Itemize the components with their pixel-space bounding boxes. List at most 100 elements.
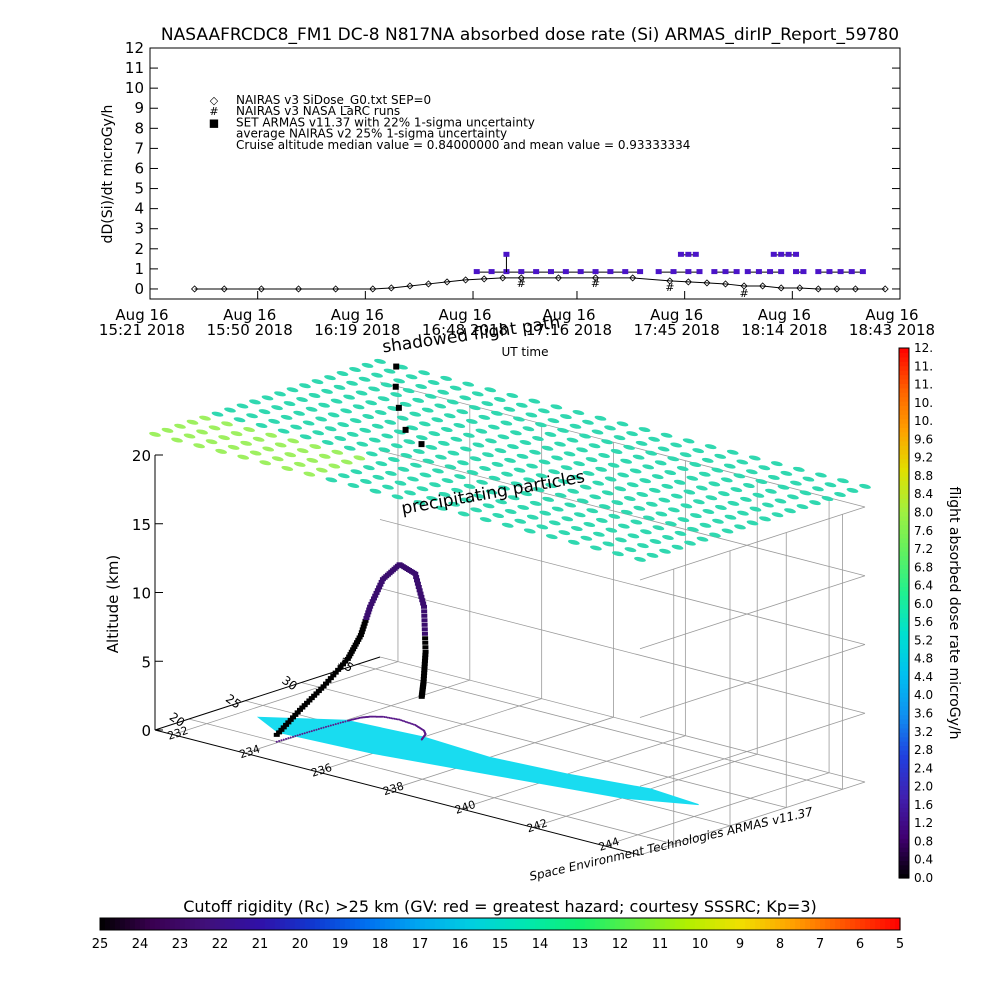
rigidity-surface-cell	[343, 445, 356, 451]
rigidity-surface-cell	[468, 405, 481, 411]
rigidity-colorbar-tick-label: 12	[612, 937, 629, 952]
rigidity-surface-cell	[692, 499, 705, 505]
rigidity-surface-cell	[834, 491, 846, 497]
rigidity-colorbar-cell	[390, 918, 396, 930]
rigidity-surface-cell	[576, 498, 589, 504]
flight-path-point	[356, 635, 363, 640]
rigidity-colorbar-cell	[770, 918, 776, 930]
dose-colorbar-cell	[899, 829, 909, 835]
flight-path-point	[421, 622, 428, 627]
rigidity-surface-cell	[787, 494, 799, 500]
rigidity-surface-cell	[674, 530, 687, 536]
rigidity-surface-cell	[460, 497, 473, 503]
rigidity-colorbar-cell	[375, 918, 381, 930]
armas-point	[685, 251, 692, 257]
dose-colorbar-cell	[899, 732, 909, 738]
rigidity-colorbar-cell	[130, 918, 136, 930]
flight-path-point	[365, 610, 372, 615]
rigidity-surface-cell	[349, 418, 362, 424]
dose-colorbar-cell	[899, 586, 909, 592]
dose-colorbar-cell	[899, 604, 909, 610]
rigidity-surface-cell	[671, 544, 684, 550]
rigidity-surface-cell	[186, 419, 199, 425]
rigidity-surface-cell	[440, 375, 453, 381]
flight-ground-track-point	[398, 718, 401, 721]
altitude-tick-label: 10	[132, 585, 151, 603]
dose-colorbar-tick-label: 8.0	[914, 505, 933, 519]
rigidity-surface-cell	[358, 376, 371, 382]
floor-grid-line	[316, 698, 542, 773]
rigidity-surface-cell	[463, 483, 476, 489]
armas-point	[793, 269, 800, 275]
rigidity-surface-cell	[582, 470, 595, 476]
rigidity-surface-cell	[243, 427, 255, 433]
longitude-tick-label: 236	[310, 761, 334, 780]
rigidity-surface-cell	[268, 418, 280, 424]
dose-colorbar-cell	[899, 648, 909, 654]
rigidity-surface-cell	[642, 515, 655, 521]
flight-ground-track-point	[275, 740, 278, 743]
dose-x-tick-label: 17:16 2018	[526, 321, 612, 339]
rigidity-surface-cell	[447, 450, 460, 456]
dose-colorbar-cell	[899, 683, 909, 689]
rigidity-surface-cell	[402, 388, 415, 394]
rigidity-colorbar-cell	[645, 918, 651, 930]
dose-colorbar-cell	[899, 582, 909, 588]
rigidity-surface-cell	[777, 484, 790, 490]
flight-ground-track-point	[324, 725, 327, 728]
rigidity-surface-cell	[321, 388, 333, 394]
rigidity-surface-cell	[372, 474, 385, 480]
side-wall-grid-line	[639, 506, 866, 581]
flight-path-point	[378, 579, 385, 584]
armas-spike-point	[503, 251, 510, 257]
floor-grid-line	[301, 682, 787, 808]
rigidity-surface-cell	[513, 467, 526, 473]
rigidity-surface-cell	[449, 385, 462, 391]
dose-y-tick-label: 11	[125, 59, 144, 77]
dose-colorbar-tick-label: 11.	[914, 359, 933, 373]
rigidity-colorbar-tick-label: 13	[572, 937, 589, 952]
dose-colorbar-cell	[899, 370, 909, 376]
rigidity-surface-cell	[626, 431, 638, 437]
rigidity-surface-cell	[501, 471, 513, 477]
armas-point	[778, 269, 785, 275]
rigidity-surface-cell	[742, 483, 755, 489]
flight-ground-track-point	[313, 729, 316, 732]
rigidity-colorbar-cell	[400, 918, 406, 930]
rigidity-surface-cell	[355, 390, 368, 396]
rigidity-surface-cell	[352, 404, 365, 410]
dose-colorbar-cell	[899, 621, 909, 627]
armas-point	[677, 251, 684, 257]
rigidity-surface-cell	[774, 498, 787, 504]
rigidity-surface-cell	[690, 513, 702, 519]
rigidity-colorbar-cell	[585, 918, 591, 930]
dose-colorbar-cell	[899, 414, 909, 420]
rigidity-surface-cell	[227, 444, 240, 450]
flight-path-point	[363, 616, 370, 621]
rigidity-surface-cell	[612, 551, 624, 557]
rigidity-surface-cell	[356, 441, 369, 447]
rigidity-surface-cell	[746, 520, 759, 526]
rigidity-surface-cell	[385, 470, 397, 476]
rigidity-surface-cell	[659, 548, 671, 554]
rigidity-surface-cell	[692, 448, 705, 454]
floor-grid-line	[388, 716, 614, 791]
rigidity-colorbar-cell	[480, 918, 486, 930]
ut-time-label: UT time	[501, 345, 548, 359]
rigidity-surface-cell	[432, 468, 444, 474]
rigidity-surface-cell	[500, 420, 513, 426]
rigidity-surface-cell	[353, 455, 366, 461]
rigidity-colorbar-tick-label: 17	[412, 937, 429, 952]
rigidity-surface-cell	[346, 431, 359, 437]
rigidity-surface-cell	[670, 442, 683, 448]
flight-path-point	[290, 715, 297, 720]
dose-colorbar-cell	[899, 537, 909, 543]
rigidity-colorbar-cell	[215, 918, 221, 930]
rigidity-surface-cell	[459, 395, 472, 401]
armas-point	[755, 269, 762, 275]
dose-colorbar-cell	[899, 546, 909, 552]
rigidity-colorbar-tick-label: 10	[692, 937, 709, 952]
rigidity-colorbar-cell	[560, 918, 566, 930]
rigidity-surface-cell	[635, 440, 648, 446]
